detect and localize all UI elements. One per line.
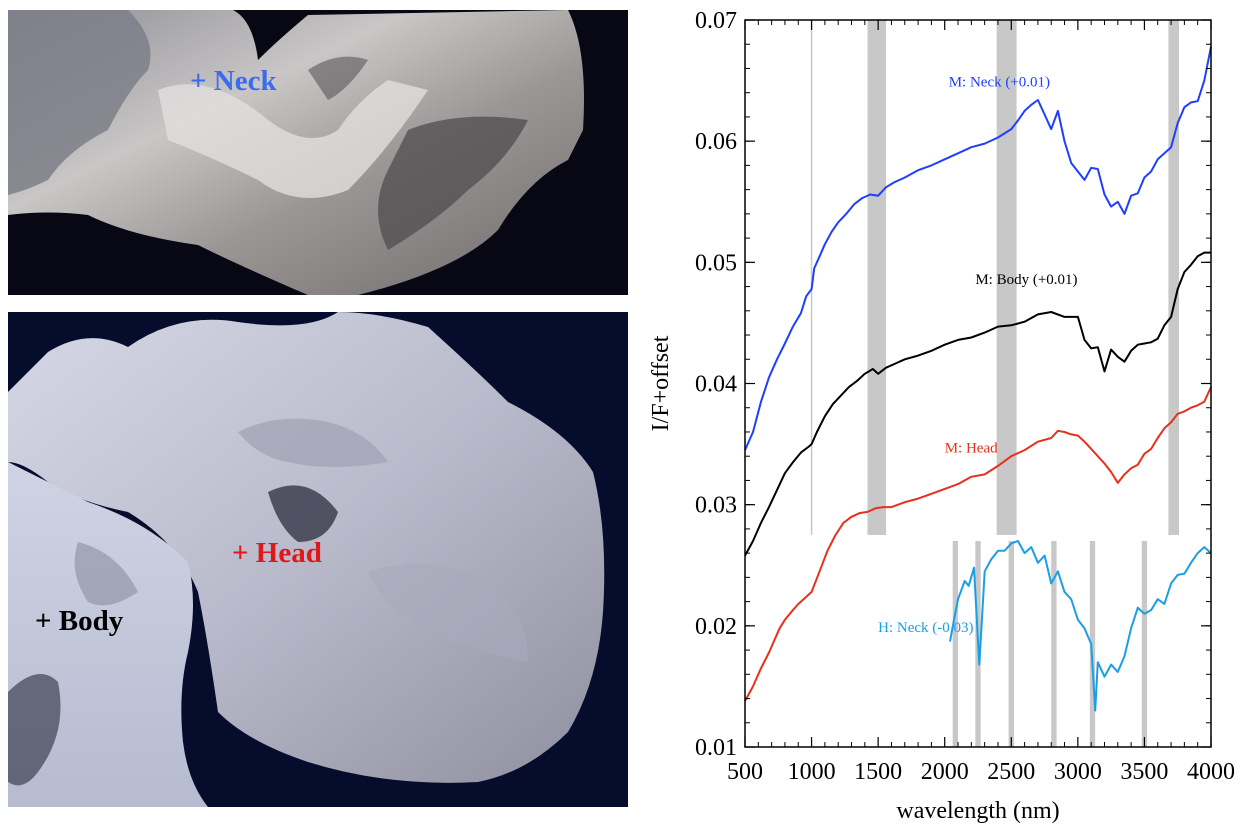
shaded-band-2 xyxy=(1168,20,1180,535)
series-annotation-1: M: Body (+0.01) xyxy=(975,272,1077,288)
x-axis-label: wavelength (nm) xyxy=(896,798,1059,824)
series-line-0 xyxy=(744,46,1212,451)
y-axis-label: I/F+offset xyxy=(648,335,674,431)
shaded-band-lower-0 xyxy=(952,541,959,747)
head-body-image xyxy=(8,312,628,807)
y-tick-label: 0.01 xyxy=(695,735,737,761)
series-annotation-2: M: Head xyxy=(945,441,998,457)
series-annotation-0: M: Neck (+0.01) xyxy=(949,75,1050,91)
series-annotation-3: H: Neck (-0.03) xyxy=(878,620,973,636)
y-tick-label: 0.07 xyxy=(695,8,737,34)
y-tick-label: 0.06 xyxy=(695,129,737,155)
shaded-band-lower-2 xyxy=(1008,541,1014,747)
series-line-2 xyxy=(744,386,1212,702)
series-line-1 xyxy=(744,251,1211,557)
neck-image xyxy=(8,10,628,295)
chart-canvas: 500 1000 1500 2000 2500 3000 3500 4000 0.01 0.02 0… xyxy=(648,8,1235,824)
y-tick-label: 0.05 xyxy=(695,250,737,276)
x-tick-label: 4000 xyxy=(1187,759,1235,785)
x-tick-label: 2000 xyxy=(921,759,969,785)
x-tick-label: 3000 xyxy=(1054,759,1102,785)
shaded-band-1 xyxy=(996,20,1017,535)
neck-label: + Neck xyxy=(190,65,277,97)
body-label: + Body xyxy=(35,605,124,637)
x-tick-label: 500 xyxy=(727,759,763,785)
spectra-chart: 500 1000 1500 2000 2500 3000 3500 4000 0.01 0.02 0… xyxy=(640,0,1242,829)
x-tick-label: 1000 xyxy=(788,759,836,785)
x-tick-label: 2500 xyxy=(987,759,1035,785)
x-tick-label: 1500 xyxy=(854,759,902,785)
shaded-band-0 xyxy=(867,20,887,535)
series-line-3 xyxy=(949,540,1212,712)
x-tick-label: 3500 xyxy=(1120,759,1168,785)
shaded-band-lower-4 xyxy=(1089,541,1096,747)
y-tick-label: 0.02 xyxy=(695,614,737,640)
y-tick-label: 0.04 xyxy=(695,372,737,398)
y-tick-label: 0.03 xyxy=(695,493,737,519)
shaded-band-lower-5 xyxy=(1141,541,1148,747)
shaded-band-lower-3 xyxy=(1051,541,1057,747)
head-label: + Head xyxy=(232,537,322,569)
